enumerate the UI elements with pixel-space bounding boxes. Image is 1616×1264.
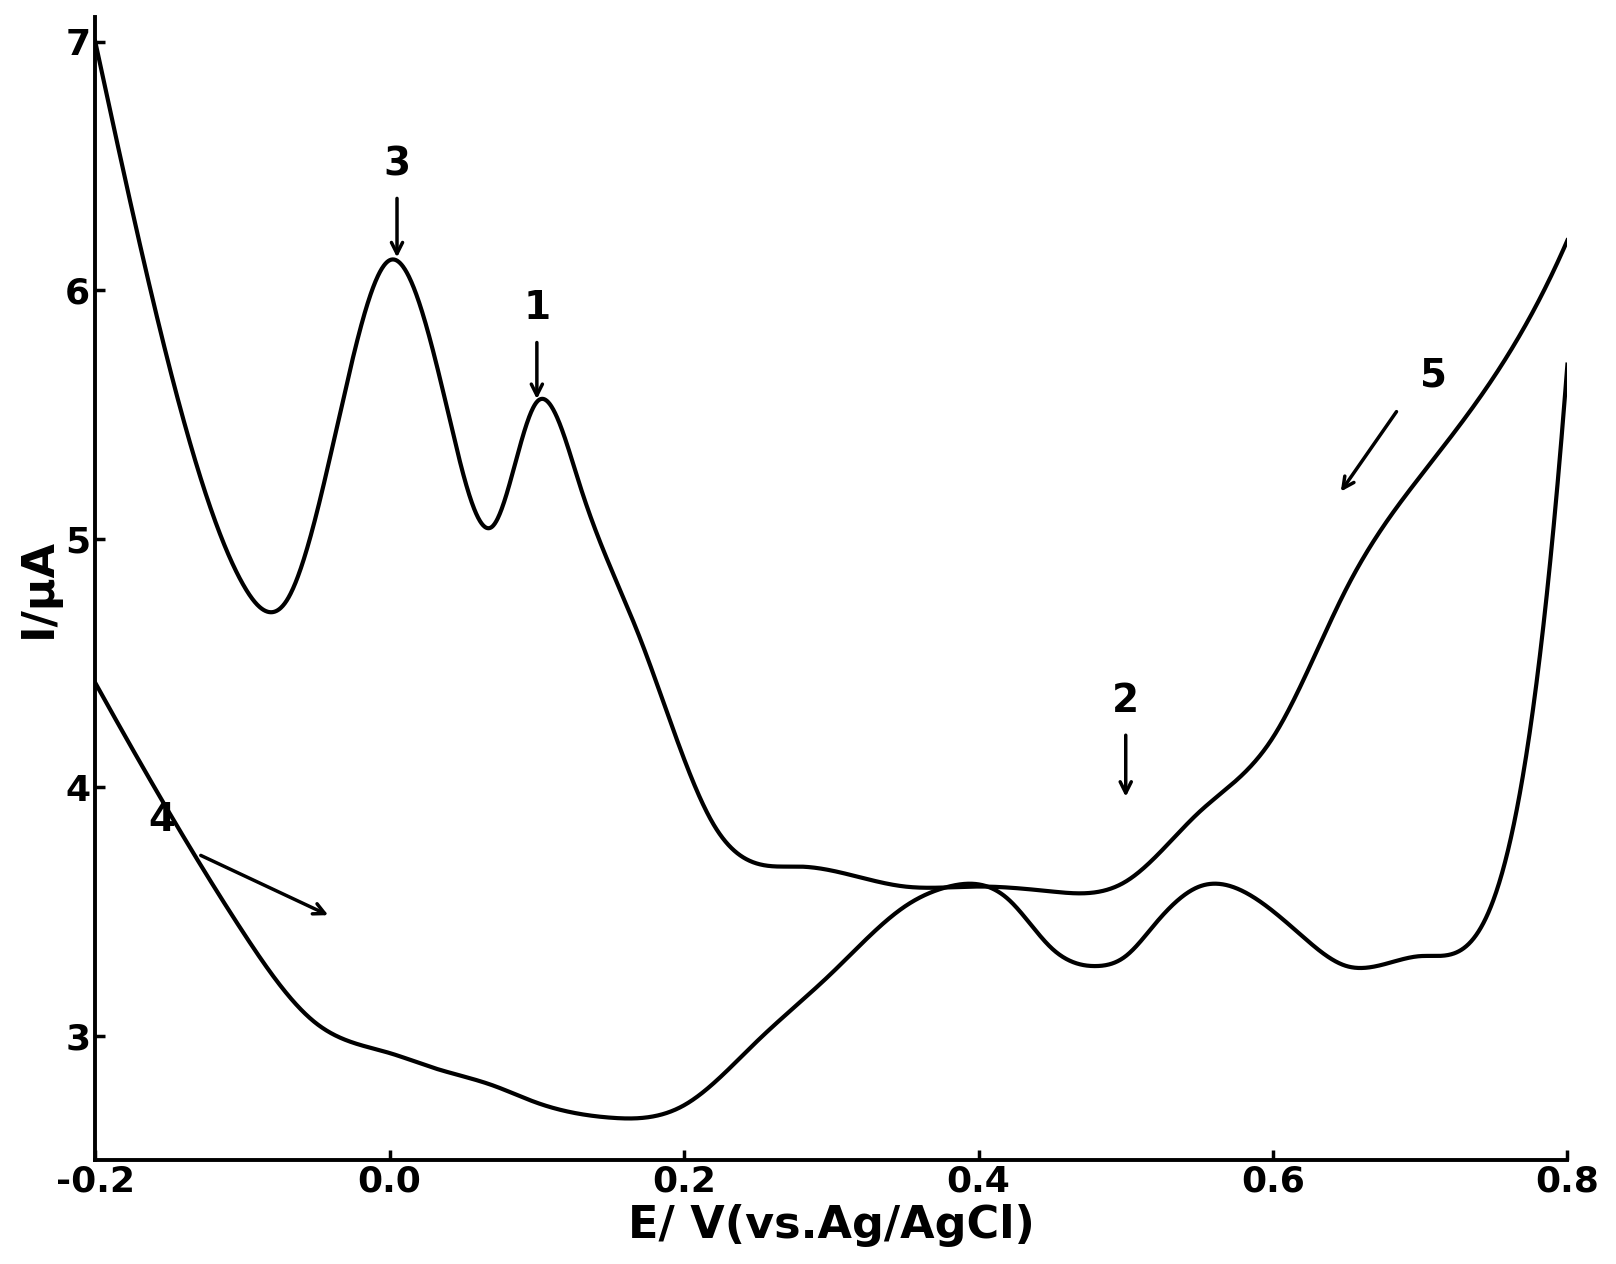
X-axis label: E/ V(vs.Ag/AgCl): E/ V(vs.Ag/AgCl) [629,1205,1034,1248]
Text: 5: 5 [1420,356,1448,394]
Text: 1: 1 [524,289,551,327]
Y-axis label: I/μA: I/μA [16,538,60,638]
Text: 4: 4 [149,801,175,839]
Text: 2: 2 [1112,683,1139,720]
Text: 3: 3 [383,145,410,183]
